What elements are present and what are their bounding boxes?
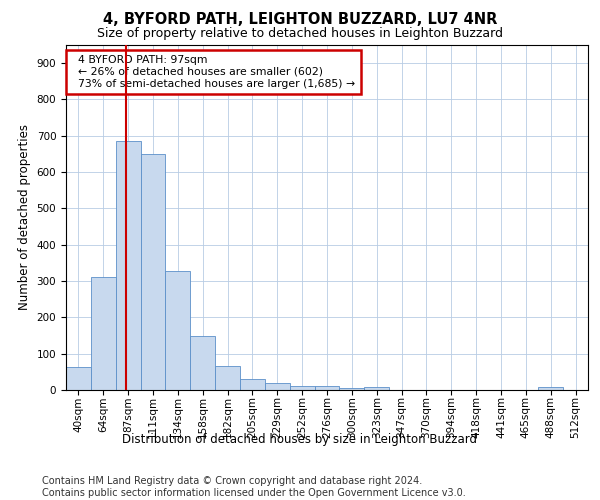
Bar xyxy=(166,271,190,390)
Bar xyxy=(290,386,314,390)
Text: 4 BYFORD PATH: 97sqm
  ← 26% of detached houses are smaller (602)
  73% of semi-: 4 BYFORD PATH: 97sqm ← 26% of detached h… xyxy=(71,56,355,88)
Bar xyxy=(314,386,340,390)
Y-axis label: Number of detached properties: Number of detached properties xyxy=(18,124,31,310)
Text: Size of property relative to detached houses in Leighton Buzzard: Size of property relative to detached ho… xyxy=(97,28,503,40)
Bar xyxy=(340,388,364,390)
Bar xyxy=(190,336,215,390)
Bar xyxy=(364,387,389,390)
Text: 4, BYFORD PATH, LEIGHTON BUZZARD, LU7 4NR: 4, BYFORD PATH, LEIGHTON BUZZARD, LU7 4N… xyxy=(103,12,497,28)
Bar xyxy=(140,154,166,390)
Text: Distribution of detached houses by size in Leighton Buzzard: Distribution of detached houses by size … xyxy=(122,432,478,446)
Text: Contains HM Land Registry data © Crown copyright and database right 2024.
Contai: Contains HM Land Registry data © Crown c… xyxy=(42,476,466,498)
Bar xyxy=(215,366,240,390)
Bar xyxy=(265,384,290,390)
Bar xyxy=(538,387,563,390)
Bar xyxy=(116,141,140,390)
Bar xyxy=(240,379,265,390)
Bar xyxy=(91,278,116,390)
Bar xyxy=(66,368,91,390)
